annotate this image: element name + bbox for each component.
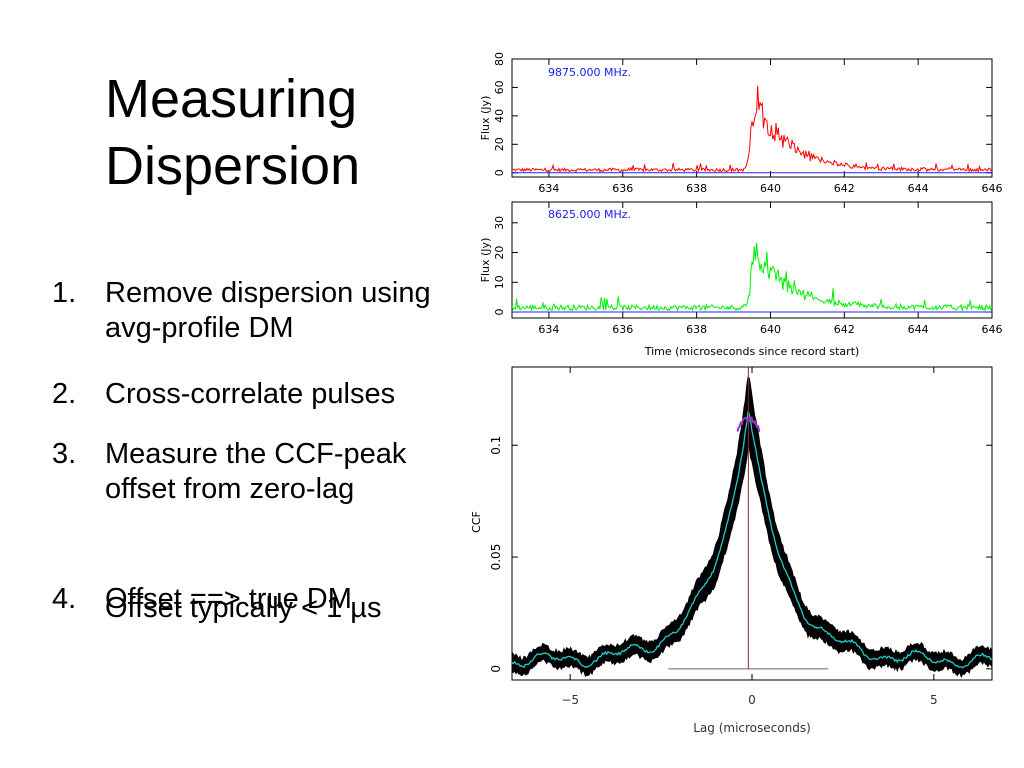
plot-frame	[511, 58, 993, 178]
flux-series-8625	[511, 242, 993, 313]
x-tick-label: 644	[908, 182, 929, 195]
x-tick-label: 636	[612, 323, 633, 336]
x-tick-label: −5	[561, 693, 579, 707]
x-axis-label: Lag (microseconds)	[693, 721, 811, 735]
step-text: Measure the CCF-peak offset from zero-la…	[105, 438, 407, 505]
slide-title: Measuring Dispersion	[105, 66, 360, 200]
x-tick-label: 634	[538, 182, 559, 195]
plot-frame	[511, 201, 993, 319]
flux-series-9875	[512, 85, 993, 174]
x-tick-label: 638	[686, 323, 707, 336]
x-tick-label: 638	[686, 182, 707, 195]
step-number: 2.	[52, 378, 77, 410]
x-tick-label: 640	[760, 323, 781, 336]
y-tick-label: 0.1	[489, 436, 503, 455]
y-tick-label: 30	[493, 216, 506, 230]
panel-ccf: −5 0 5 0 0.05 0.1 CCF Lag (microseconds)	[470, 366, 993, 735]
step-text: Cross-correlate pulses	[105, 378, 396, 410]
step-text: Offset ==> true DM	[105, 583, 352, 615]
y-axis-label: Flux (Jy)	[479, 238, 492, 283]
x-tick-label: 5	[930, 693, 938, 707]
x-tick-label: 634	[538, 323, 559, 336]
x-tick-label: 646	[982, 323, 1003, 336]
y-tick-label: 40	[493, 109, 506, 123]
title-line-1: Measuring	[105, 69, 358, 129]
y-tick-label: 80	[493, 52, 506, 66]
step-number: 1.	[52, 277, 77, 309]
ccf-mean-line	[511, 411, 993, 669]
x-tick-label: 0	[748, 693, 756, 707]
panel-8625mhz: 634 636 638 640 642 644 646 0 10 20 30 8625.000 MH…	[479, 201, 1003, 358]
x-tick-label: 646	[982, 182, 1003, 195]
step-text: Remove dispersion using avg-profile DM	[105, 277, 431, 344]
y-tick-label: 20	[493, 137, 506, 151]
y-tick-label: 0	[493, 309, 506, 316]
y-tick-label: 0	[489, 665, 503, 673]
x-tick-label: 636	[612, 182, 633, 195]
y-axis-label: Flux (Jy)	[479, 96, 492, 141]
y-tick-label: 10	[493, 275, 506, 289]
step-number: 4.	[52, 583, 77, 615]
y-tick-label: 20	[493, 246, 506, 260]
x-axis-label: Time (microseconds since record start)	[644, 345, 860, 358]
x-tick-label: 644	[908, 323, 929, 336]
panel-9875mhz: 634 636 638 640 642 644 646 0 20 40 60 80 9875.000 …	[479, 52, 1003, 195]
frequency-annotation: 9875.000 MHz.	[548, 66, 631, 79]
steps-list: 1. Remove dispersion using avg-profile D…	[0, 0, 470, 700]
y-tick-label: 0	[493, 169, 506, 176]
y-tick-label: 60	[493, 80, 506, 94]
y-axis-label: CCF	[470, 511, 483, 533]
x-tick-label: 642	[834, 323, 855, 336]
x-tick-label: 640	[760, 182, 781, 195]
y-tick-label: 0.05	[489, 544, 503, 571]
step-number: 3.	[52, 438, 77, 470]
ccf-band	[511, 376, 993, 679]
title-line-2: Dispersion	[105, 136, 361, 196]
frequency-annotation: 8625.000 MHz.	[548, 208, 631, 221]
x-tick-label: 642	[834, 182, 855, 195]
offset-note: Offset typically < 1 µs	[105, 592, 382, 624]
